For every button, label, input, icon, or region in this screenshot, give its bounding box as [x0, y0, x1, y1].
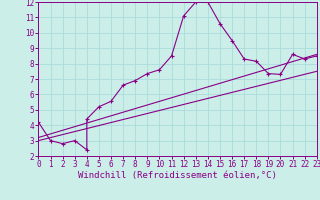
X-axis label: Windchill (Refroidissement éolien,°C): Windchill (Refroidissement éolien,°C) [78, 171, 277, 180]
